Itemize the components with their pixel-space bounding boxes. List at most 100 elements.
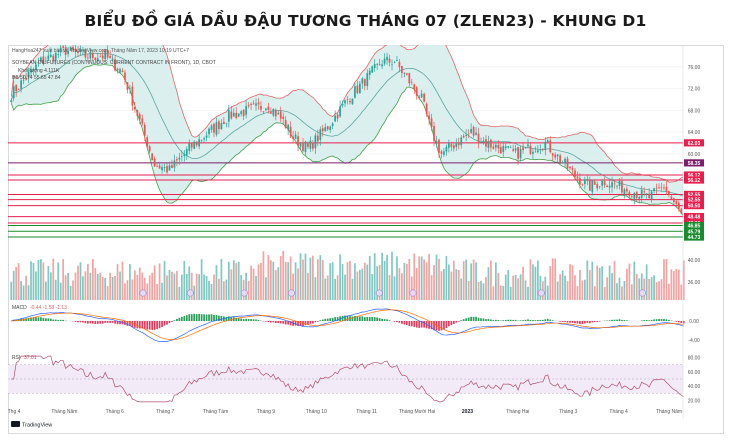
candle-body — [190, 142, 193, 148]
candle — [368, 68, 371, 80]
candle — [336, 112, 339, 122]
candle — [658, 183, 660, 190]
volume-bar — [148, 275, 151, 300]
volume-bar — [539, 275, 542, 300]
candle-body — [354, 86, 356, 98]
level-label: 56.12 — [684, 176, 704, 184]
candle-body — [22, 79, 25, 81]
candle — [601, 179, 604, 191]
level-label-text: 58.35 — [688, 161, 701, 167]
volume-bar — [299, 253, 302, 300]
candle — [475, 126, 477, 136]
candle-body — [116, 68, 119, 71]
candle-body — [569, 166, 571, 169]
tradingview-logo[interactable]: TradingView — [11, 421, 52, 429]
volume-bar — [603, 286, 606, 300]
candle-body — [180, 156, 183, 158]
rsi-label: RSI — [12, 355, 20, 361]
candle-body — [89, 51, 92, 59]
candle-body — [84, 49, 87, 58]
candle-body — [571, 167, 574, 170]
volume-bar — [336, 275, 339, 300]
macd-histogram-bar — [448, 321, 450, 327]
candle — [621, 176, 623, 196]
candle — [116, 67, 119, 74]
trading-chart[interactable]: 62.0358.3556.1256.1252.5552.5550.5048.48… — [8, 45, 722, 434]
volume-tick-label: 36.00 — [688, 280, 701, 286]
macd-histogram-bar — [161, 321, 163, 327]
volume-bar — [25, 275, 27, 300]
candle-body — [131, 86, 134, 106]
candle-body — [74, 48, 77, 52]
candle — [574, 167, 576, 181]
level-label: 44.73 — [684, 233, 704, 241]
macd-histogram-bar — [626, 320, 628, 321]
macd-histogram-bar — [445, 321, 448, 329]
volume-bar — [74, 272, 77, 300]
volume-bar — [621, 286, 623, 300]
candle-body — [450, 144, 453, 147]
volume-bar — [457, 270, 460, 300]
candle — [321, 124, 324, 137]
candle — [494, 142, 497, 152]
level-label-text: 50.50 — [688, 204, 701, 210]
candle-body — [44, 60, 47, 62]
level-label: 58.35 — [684, 159, 704, 167]
volume-bar — [230, 269, 233, 300]
macd-histogram-bar — [89, 321, 92, 324]
candle — [507, 146, 510, 149]
candle-body — [52, 55, 55, 62]
candle-body — [576, 176, 579, 179]
candle-body — [386, 56, 388, 61]
candle — [220, 119, 223, 130]
candle-body — [25, 78, 27, 80]
volume-legend: Khối lượng 4.111K — [18, 68, 60, 74]
candle — [272, 108, 275, 118]
candle — [27, 67, 30, 84]
macd-histogram-bar — [430, 321, 433, 330]
volume-bar — [583, 279, 586, 300]
macd-histogram-bar — [507, 319, 510, 321]
macd-histogram-bar — [618, 319, 621, 321]
volume-bar — [111, 276, 114, 300]
candle-body — [509, 147, 512, 148]
candle — [138, 112, 141, 125]
rollover-marker-circle — [288, 289, 295, 297]
candle-body — [549, 140, 552, 153]
candle-body — [111, 58, 114, 60]
macd-histogram-bar — [591, 321, 594, 323]
candle-body — [608, 185, 611, 188]
candle-body — [358, 83, 361, 94]
candle-body — [428, 115, 430, 120]
chart-title: BIỂU ĐỒ GIÁ DẦU ĐẬU TƯƠNG THÁNG 07 (ZLEN… — [84, 12, 647, 30]
volume-bar — [682, 260, 685, 300]
candle — [626, 186, 628, 197]
macd-histogram-bar — [386, 319, 388, 321]
candle — [539, 144, 542, 155]
candle-body — [302, 143, 304, 151]
volume-bar — [413, 253, 416, 300]
candle-body — [628, 191, 631, 197]
volume-bar — [269, 260, 272, 300]
candle-body — [423, 93, 426, 102]
macd-histogram-bar — [410, 321, 413, 327]
candle — [546, 138, 549, 144]
candle — [210, 123, 213, 133]
macd-histogram-bar — [255, 319, 257, 321]
candle-body — [57, 54, 60, 55]
macd-histogram-bar — [396, 321, 398, 322]
candle-body — [32, 68, 35, 71]
candle-body — [72, 46, 74, 51]
candle — [262, 111, 265, 115]
candle — [477, 128, 480, 149]
volume-bar — [529, 259, 532, 300]
macd-histogram-bar — [551, 320, 554, 321]
macd-histogram-bar — [663, 318, 665, 321]
macd-histogram-bar — [195, 314, 198, 321]
candle-body — [512, 149, 515, 151]
candle — [401, 65, 403, 78]
candle — [485, 135, 487, 152]
candle-body — [213, 123, 215, 133]
volume-bar — [462, 261, 465, 300]
volume-bar — [633, 261, 636, 300]
